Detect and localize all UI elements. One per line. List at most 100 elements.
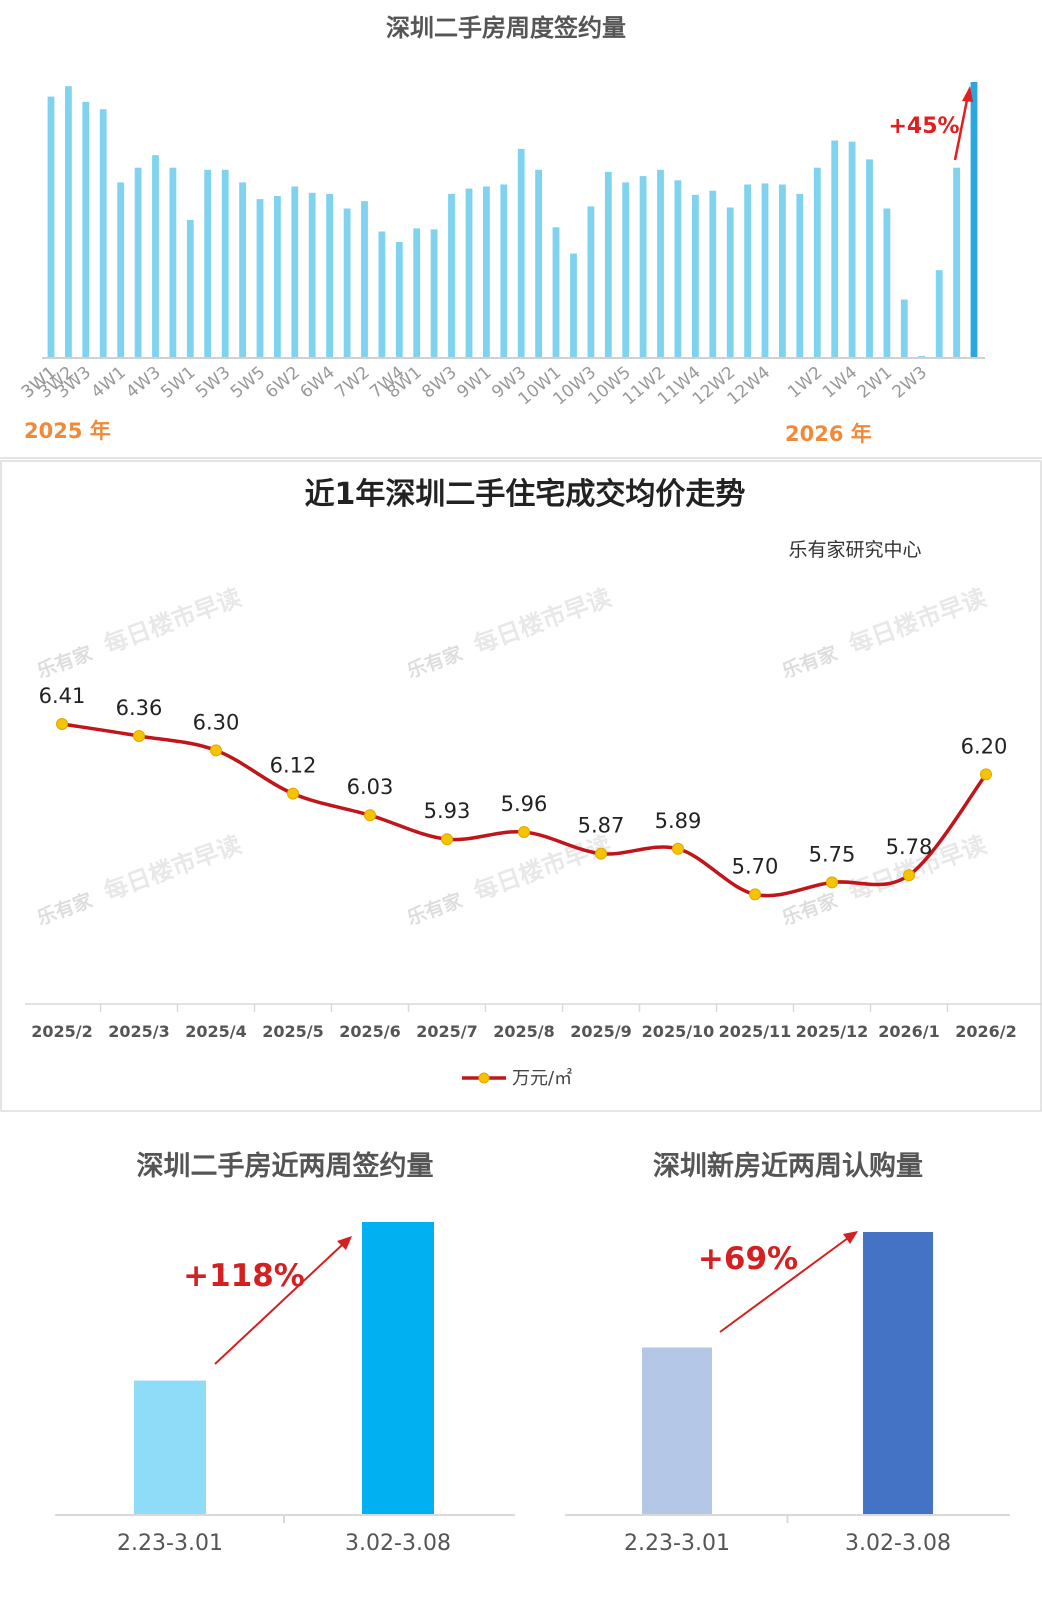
weekly-bar-3W4 bbox=[99, 109, 107, 358]
weekly-bar-12W4 bbox=[761, 183, 769, 358]
price-point-2026/1 bbox=[903, 869, 915, 882]
price-xtick-2025/11: 2025/11 bbox=[719, 1022, 792, 1041]
avg-price-panel: 近1年深圳二手住宅成交均价走势 乐有家研究中心 乐有家 每日楼市早读 乐有家 每日楼市… bbox=[0, 460, 1042, 1142]
weekly-bar-1W5 bbox=[866, 159, 873, 358]
price-point-2026/2 bbox=[980, 768, 992, 781]
weekly-bar-7W1 bbox=[343, 208, 351, 358]
weekly-bar-11W1 bbox=[639, 176, 647, 358]
weekly-tick-5W3: 5W3 bbox=[192, 363, 234, 403]
price-label-2026/2: 6.20 bbox=[961, 734, 1008, 758]
weekly-bar-12W5 bbox=[779, 184, 786, 358]
weekly-bar-12W1 bbox=[709, 190, 717, 358]
weekly-bar-5W4 bbox=[239, 182, 246, 358]
weekly-tick-1W4: 1W4 bbox=[819, 363, 861, 403]
weekly-bar-3W2 bbox=[970, 82, 978, 358]
resale-two-week-bar-2.23-3.01 bbox=[134, 1380, 206, 1515]
price-point-2025/2 bbox=[56, 718, 68, 730]
weekly-bar-10W3 bbox=[587, 206, 595, 358]
weekly-tick-1W2: 1W2 bbox=[784, 363, 826, 403]
weekly-bar-11W2 bbox=[657, 169, 664, 358]
weekly-bar-10W5 bbox=[622, 182, 630, 358]
resale-two-week-title: 深圳二手房近两周签约量 bbox=[137, 1150, 434, 1182]
weekly-bar-9W3 bbox=[517, 148, 525, 358]
resale-two-week-xtick-2.23-3.01: 2.23-3.01 bbox=[117, 1531, 223, 1556]
weekly-bar-8W4 bbox=[465, 188, 473, 358]
weekly-bar-2W4 bbox=[935, 270, 943, 358]
new-home-growth-arrow-head bbox=[843, 1231, 858, 1244]
weekly-tick-5W5: 5W5 bbox=[227, 363, 269, 403]
price-point-2025/10 bbox=[672, 842, 684, 855]
weekly-bar-4W1 bbox=[117, 182, 125, 358]
resale-growth-arrow-line bbox=[214, 1244, 343, 1365]
new-home-two-week-bar-3.02-3.08 bbox=[863, 1232, 933, 1515]
weekly-bar-9W4 bbox=[535, 169, 542, 358]
weekly-bar-12W2 bbox=[726, 207, 734, 358]
weekly-bar-3W3 bbox=[82, 101, 90, 359]
weekly-volume-panel: 深圳二手房周度签约量 3W1 3W3 4W1 4W3 5W1 5W3 5W5 6W2 6W4 7W… bbox=[0, 0, 1042, 460]
price-label-2026/1: 5.78 bbox=[886, 835, 933, 859]
price-label-2025/8: 5.96 bbox=[501, 792, 548, 816]
price-label-2025/6: 6.03 bbox=[347, 775, 394, 799]
new-home-growth-arrow-line bbox=[719, 1237, 849, 1333]
price-xtick-2025/10: 2025/10 bbox=[642, 1022, 715, 1041]
weekly-bar-8W1 bbox=[413, 228, 421, 358]
price-point-2025/7 bbox=[441, 833, 453, 846]
two-week-panel: 深圳二手房近两周签约量 深圳新房近两周认购量 2.23-3.01 3.02-3.0… bbox=[0, 1142, 1042, 1613]
price-label-2025/11: 5.70 bbox=[732, 854, 779, 878]
weekly-bar-11W3 bbox=[674, 180, 682, 358]
price-xtick-2025/4: 2025/4 bbox=[185, 1022, 247, 1041]
price-point-2025/12 bbox=[826, 876, 838, 889]
resale-growth-annotation: +118% bbox=[183, 1258, 305, 1294]
weekly-bar-6W3 bbox=[308, 192, 316, 358]
price-label-2025/3: 6.36 bbox=[116, 696, 163, 720]
price-label-2025/7: 5.93 bbox=[424, 799, 471, 823]
price-point-2025/9 bbox=[595, 847, 607, 860]
weekly-bar-1W2 bbox=[813, 167, 821, 358]
weekly-bar-5W3 bbox=[221, 169, 229, 358]
price-xtick-2025/5: 2025/5 bbox=[262, 1022, 324, 1041]
avg-price-chart: 近1年深圳二手住宅成交均价走势 乐有家研究中心 乐有家每日楼市早读乐有家每日楼市… bbox=[0, 460, 1042, 1112]
weekly-bar-12W3 bbox=[744, 184, 751, 358]
resale-two-week-xtick-3.02-3.08: 3.02-3.08 bbox=[345, 1531, 451, 1556]
year-label-2025: 2025 年 bbox=[24, 419, 111, 443]
weekly-tick-2W3: 2W3 bbox=[889, 363, 931, 403]
legend-label: 万元/㎡ bbox=[512, 1067, 572, 1089]
weekly-bar-3W2 bbox=[65, 86, 72, 358]
weekly-bar-6W4 bbox=[326, 193, 333, 358]
price-xtick-2025/7: 2025/7 bbox=[416, 1022, 478, 1041]
price-xtick-2025/12: 2025/12 bbox=[796, 1022, 869, 1041]
weekly-bar-10W2 bbox=[570, 253, 577, 358]
weekly-tick-4W3: 4W3 bbox=[122, 363, 164, 403]
weekly-tick-7W2: 7W2 bbox=[331, 363, 373, 403]
weekly-bar-3W1 bbox=[953, 167, 960, 358]
weekly-tick-2W1: 2W1 bbox=[854, 363, 896, 403]
weekly-bar-9W1 bbox=[483, 186, 490, 358]
weekly-bar-4W2 bbox=[134, 167, 142, 358]
price-label-2025/4: 6.30 bbox=[193, 710, 240, 734]
price-xtick-2025/9: 2025/9 bbox=[570, 1022, 632, 1041]
weekly-bar-11W4 bbox=[692, 194, 699, 358]
price-label-2025/2: 6.41 bbox=[39, 684, 86, 708]
weekly-volume-title: 深圳二手房周度签约量 bbox=[386, 14, 626, 42]
weekly-bar-7W4 bbox=[395, 242, 403, 358]
price-xtick-2025/3: 2025/3 bbox=[108, 1022, 170, 1041]
price-label-2025/12: 5.75 bbox=[809, 842, 856, 866]
new-home-two-week-title: 深圳新房近两周认购量 bbox=[653, 1150, 923, 1182]
weekly-growth-arrow-line bbox=[953, 99, 969, 161]
resale-two-week-bar-3.02-3.08 bbox=[362, 1222, 434, 1515]
resale-growth-arrow-head bbox=[337, 1236, 352, 1250]
weekly-tick-5W1: 5W1 bbox=[157, 363, 199, 403]
weekly-bar-1W1 bbox=[796, 193, 804, 358]
weekly-growth-annotation: +45% bbox=[888, 114, 959, 139]
price-label-2025/5: 6.12 bbox=[270, 754, 317, 778]
weekly-bar-8W3 bbox=[448, 193, 455, 358]
weekly-tick-6W2: 6W2 bbox=[262, 363, 304, 403]
new-home-two-week-xtick-3.02-3.08: 3.02-3.08 bbox=[845, 1531, 951, 1556]
weekly-bar-9W2 bbox=[500, 184, 508, 358]
price-xtick-2025/2: 2025/2 bbox=[31, 1022, 93, 1041]
weekly-bar-6W2 bbox=[291, 186, 299, 358]
weekly-bar-10W1 bbox=[552, 227, 560, 358]
weekly-bar-4W4 bbox=[169, 167, 177, 358]
year-label-2026: 2026 年 bbox=[785, 422, 872, 446]
price-point-2025/6 bbox=[364, 809, 376, 822]
